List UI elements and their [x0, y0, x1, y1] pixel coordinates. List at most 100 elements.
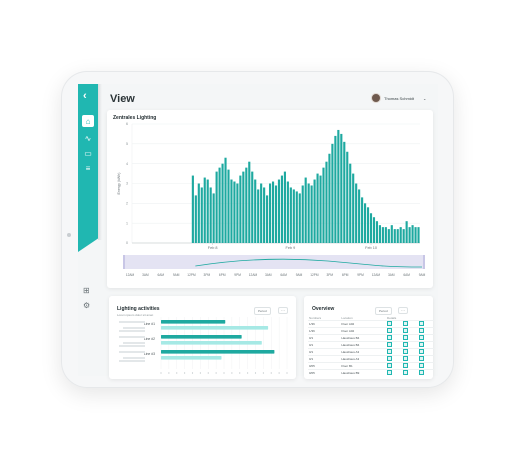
chart-bar[interactable]	[245, 167, 248, 243]
overview-settings-icon[interactable]: ⋯	[398, 307, 408, 314]
row-detail-checkbox[interactable]	[418, 363, 424, 368]
chart-bar[interactable]	[366, 207, 370, 243]
chart-bar[interactable]	[194, 195, 197, 243]
chart-bar[interactable]	[295, 191, 298, 243]
row-detail-checkbox[interactable]	[387, 328, 393, 333]
chart-bar[interactable]	[224, 157, 227, 243]
chart-bar[interactable]	[375, 221, 379, 243]
chart-bar[interactable]	[381, 227, 384, 243]
trend-icon[interactable]: ∿	[84, 133, 92, 143]
chart-bar[interactable]	[361, 197, 364, 243]
chart-bar[interactable]	[242, 171, 245, 243]
row-detail-checkbox[interactable]	[418, 321, 424, 326]
activity-bar[interactable]	[161, 335, 242, 339]
chart-bar[interactable]	[328, 153, 331, 243]
chart-bar[interactable]	[355, 183, 358, 244]
chart-bar[interactable]	[304, 177, 307, 243]
chart-bar[interactable]	[292, 189, 295, 243]
chart-bar[interactable]	[254, 179, 257, 243]
chart-bar[interactable]	[289, 187, 292, 243]
activity-bar[interactable]	[161, 326, 269, 330]
chart-bar[interactable]	[251, 171, 254, 243]
chart-bar[interactable]	[260, 183, 263, 244]
chart-bar[interactable]	[283, 171, 286, 243]
monitor-icon[interactable]: ▭	[84, 148, 92, 158]
chart-bar[interactable]	[218, 167, 221, 243]
row-detail-checkbox[interactable]	[387, 335, 393, 340]
chart-bar[interactable]	[257, 189, 260, 243]
user-menu[interactable]: Thomas Schmidt ⌄	[371, 93, 426, 103]
table-row[interactable]: 1/36 Floor A02	[308, 327, 434, 335]
chart-bar[interactable]	[390, 225, 393, 243]
chart-bar[interactable]	[325, 161, 328, 243]
table-row[interactable]: 0/05 Floor B1	[308, 362, 434, 370]
row-detail-checkbox[interactable]	[418, 356, 424, 361]
table-row[interactable]: 1/36 Floor A02	[308, 320, 434, 328]
chart-bar[interactable]	[343, 141, 346, 243]
chart-bar[interactable]	[319, 175, 322, 243]
row-detail-checkbox[interactable]	[418, 328, 424, 333]
chart-bar[interactable]	[266, 195, 269, 243]
chart-bar[interactable]	[358, 189, 361, 243]
chart-bar[interactable]	[310, 185, 313, 243]
chart-bar[interactable]	[417, 227, 420, 243]
activity-bar[interactable]	[161, 350, 275, 354]
row-detail-checkbox[interactable]	[387, 370, 393, 375]
row-detail-checkbox[interactable]	[403, 349, 408, 354]
chart-bar[interactable]	[263, 187, 266, 243]
chevron-down-icon[interactable]: ⌄	[423, 95, 427, 101]
settings-sliders-icon[interactable]: ≡	[85, 163, 91, 173]
range-handle-left[interactable]	[123, 255, 125, 269]
settings-icon[interactable]: ⚙	[83, 301, 91, 310]
chart-bar[interactable]	[393, 229, 396, 243]
chart-bar[interactable]	[236, 183, 239, 244]
chart-bar[interactable]	[399, 227, 402, 243]
chart-bar[interactable]	[298, 193, 301, 243]
activities-settings-icon[interactable]: ⋯	[278, 307, 288, 314]
chart-bar[interactable]	[209, 187, 212, 243]
row-detail-checkbox[interactable]	[418, 335, 424, 340]
chart-bar[interactable]	[230, 179, 233, 243]
chart-bar[interactable]	[248, 161, 251, 243]
row-detail-checkbox[interactable]	[387, 349, 393, 354]
chart-bar[interactable]	[233, 181, 236, 243]
chart-bar[interactable]	[200, 187, 203, 243]
chart-bar[interactable]	[378, 225, 381, 243]
activity-bar[interactable]	[161, 341, 262, 345]
activity-bar[interactable]	[161, 320, 226, 324]
row-detail-checkbox[interactable]	[403, 321, 408, 326]
chart-bar[interactable]	[271, 181, 275, 243]
avatar[interactable]	[371, 93, 381, 103]
table-row[interactable]: 0/05 Haushaus B9	[308, 369, 434, 376]
row-detail-checkbox[interactable]	[403, 328, 408, 333]
chart-bar[interactable]	[239, 175, 242, 243]
chart-bar[interactable]	[203, 177, 206, 243]
chart-bar[interactable]	[191, 175, 194, 243]
chart-bar[interactable]	[346, 151, 349, 243]
row-detail-checkbox[interactable]	[418, 342, 424, 347]
table-row[interactable]: 0/1 Haushaus A3	[308, 348, 434, 356]
chart-bar[interactable]	[369, 213, 373, 243]
chart-bar[interactable]	[212, 193, 215, 243]
chart-bar[interactable]	[286, 181, 289, 243]
chart-bar[interactable]	[313, 179, 316, 243]
chart-bar[interactable]	[414, 227, 417, 243]
chart-bar[interactable]	[280, 175, 284, 243]
row-detail-checkbox[interactable]	[387, 321, 393, 326]
chart-bar[interactable]	[206, 179, 209, 243]
chart-bar[interactable]	[316, 173, 319, 243]
chart-bar[interactable]	[396, 229, 399, 243]
row-detail-checkbox[interactable]	[418, 370, 424, 375]
row-detail-checkbox[interactable]	[403, 370, 408, 375]
chart-bar[interactable]	[402, 229, 405, 243]
row-detail-checkbox[interactable]	[403, 342, 408, 347]
chart-bar[interactable]	[277, 179, 281, 243]
chart-bar[interactable]	[405, 221, 408, 243]
chart-bar[interactable]	[331, 143, 334, 243]
chart-bar[interactable]	[387, 229, 390, 243]
overview-period-select[interactable]: Period	[375, 307, 392, 315]
chart-bar[interactable]	[307, 183, 310, 244]
table-row[interactable]: 0/1 Haushaus B4	[308, 334, 434, 342]
table-row[interactable]: 0/1 Haushaus B4	[308, 341, 434, 349]
chart-bar[interactable]	[352, 173, 355, 243]
